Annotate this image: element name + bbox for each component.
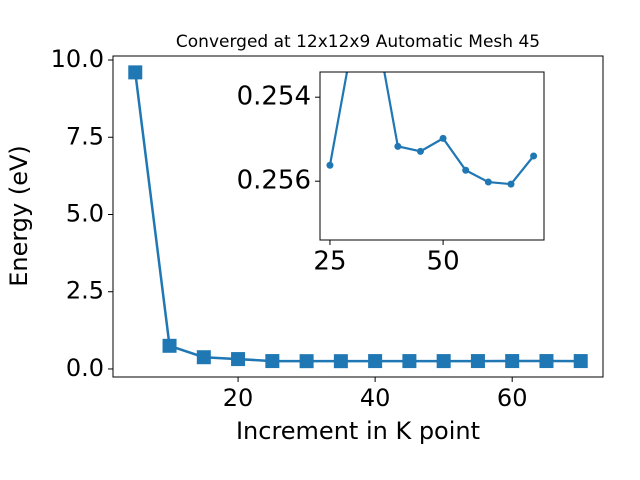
y-tick-label: 7.5 (66, 122, 104, 150)
marker (439, 134, 447, 142)
x-tick-label: 40 (360, 384, 391, 412)
y-tick-label: 0.254 (237, 82, 311, 112)
y-tick-label: 10.0 (51, 45, 104, 73)
y-tick-label: 0.0 (66, 354, 104, 382)
marker (231, 352, 246, 367)
marker (436, 354, 451, 369)
marker (462, 166, 470, 174)
marker (539, 354, 554, 369)
marker (530, 152, 538, 160)
x-tick-label: 20 (223, 384, 254, 412)
axes-frame (112, 55, 604, 378)
marker (402, 354, 417, 369)
marker (573, 354, 588, 369)
marker (507, 180, 515, 188)
axes-frame (319, 71, 545, 241)
marker (333, 354, 348, 369)
marker (196, 350, 211, 365)
marker (128, 65, 143, 80)
plot-content (326, 72, 538, 188)
marker (162, 338, 177, 353)
x-tick-label: 50 (427, 247, 460, 277)
line (328, 72, 535, 186)
y-tick-label: 0.256 (237, 166, 311, 196)
plot-area (320, 72, 544, 240)
marker (299, 354, 314, 369)
x-tick-label: 60 (497, 384, 528, 412)
plot-content (128, 65, 588, 369)
marker (368, 354, 383, 369)
marker (326, 161, 334, 169)
marker (265, 354, 280, 369)
x-axis-label: Increment in K point (236, 417, 480, 445)
marker (484, 178, 492, 186)
x-tick-label: 25 (313, 247, 346, 277)
chart-title: Converged at 12x12x9 Automatic Mesh 45 (176, 32, 540, 52)
marker (505, 354, 520, 369)
y-axis-label: Energy (eV) (5, 145, 33, 287)
y-tick-label: 5.0 (66, 199, 104, 227)
marker (394, 142, 402, 150)
marker (470, 354, 485, 369)
marker (416, 147, 424, 155)
y-tick-label: 2.5 (66, 277, 104, 305)
